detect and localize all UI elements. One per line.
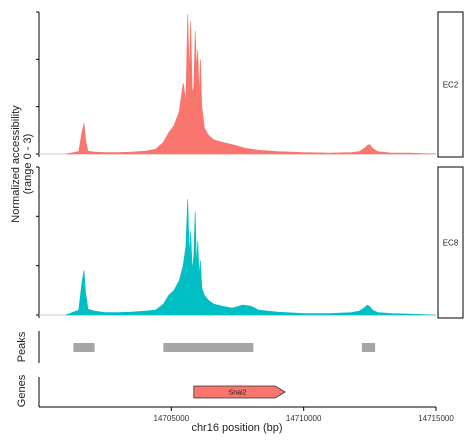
facet-strip	[437, 166, 464, 319]
coverage-area-ec2	[65, 14, 437, 155]
x-tick-label: 14710000	[286, 414, 322, 423]
gene-arrow	[193, 385, 286, 399]
peak-region	[361, 343, 376, 352]
peak-region	[163, 343, 254, 352]
x-tick-label: 14715000	[418, 414, 454, 423]
genes-track-label: Genes	[16, 374, 28, 407]
panel-ec2: EC2	[36, 11, 464, 158]
peaks-track-label: Peaks	[16, 331, 28, 362]
facet-label: EC2	[443, 81, 459, 90]
gene-label: Snai2	[229, 390, 247, 397]
facet-strip	[437, 11, 464, 158]
y-axis-title-line1: Normalized accessibility	[10, 105, 22, 223]
x-axis-title: chr16 position (bp)	[191, 422, 282, 434]
facet-label: EC8	[443, 239, 459, 248]
peak-region	[73, 343, 95, 352]
y-axis-title-line2: (range 0 - 3)	[22, 134, 34, 195]
panel-ec8: EC8	[36, 166, 464, 319]
coverage-panels: EC2 EC8	[36, 11, 464, 319]
x-tick-label: 14705000	[154, 414, 190, 423]
genes-track: Snai2	[193, 385, 286, 399]
x-axis-ticks: 14705000 14710000 14715000	[154, 407, 454, 423]
peaks-track	[73, 343, 376, 352]
coverage-area-ec8	[65, 199, 437, 316]
